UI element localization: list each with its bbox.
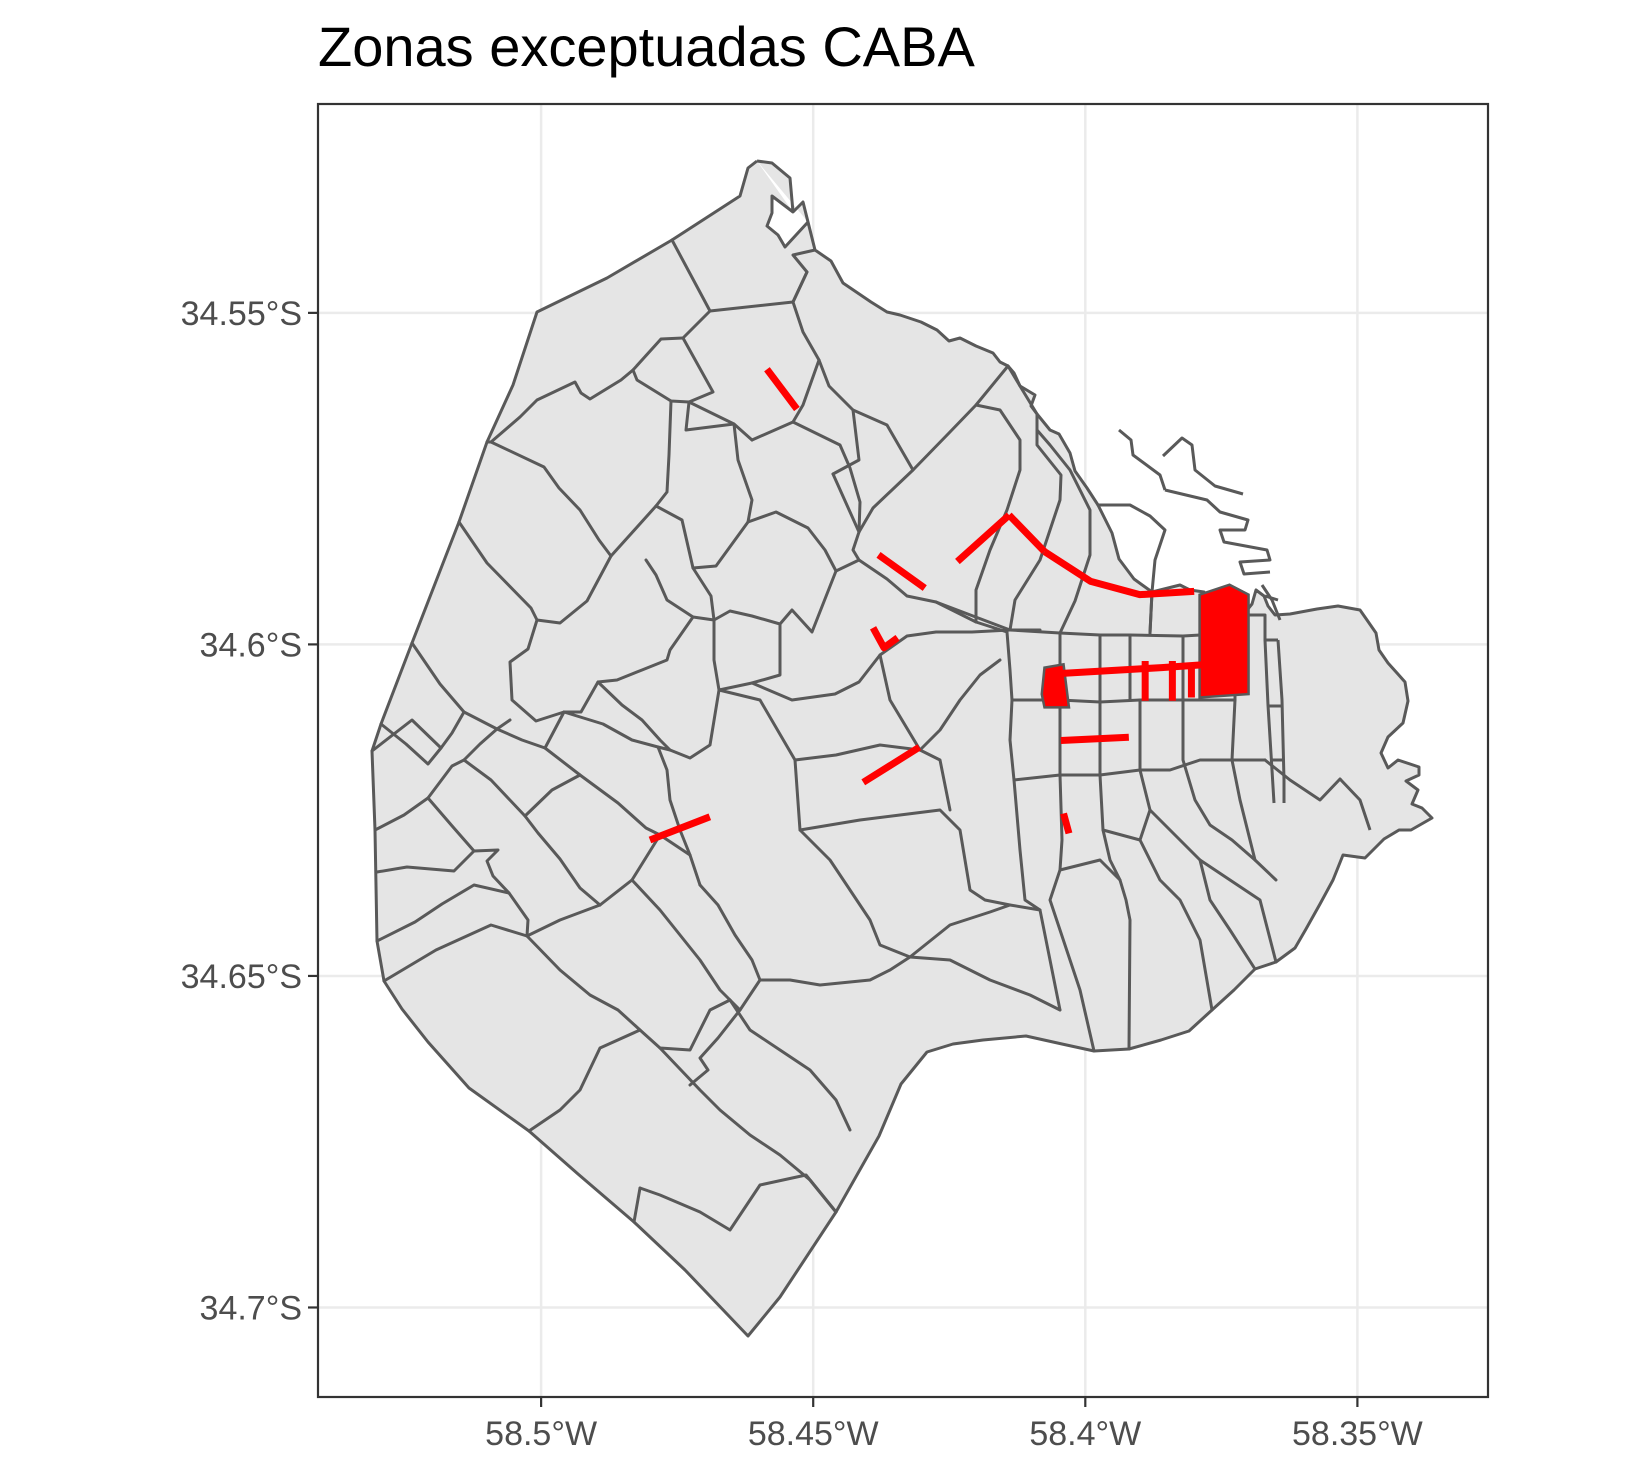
port-docks	[1118, 428, 1372, 831]
caba-neighborhoods	[370, 159, 1434, 1338]
x-tick-label: 58.35°W	[1292, 1415, 1423, 1453]
y-tick-label: 34.6°S	[200, 626, 302, 664]
y-tick-label: 34.7°S	[200, 1289, 302, 1327]
exempted-street-segment	[869, 626, 900, 652]
x-tick-label: 58.5°W	[485, 1415, 597, 1453]
x-tick-label: 58.4°W	[1029, 1415, 1141, 1453]
y-tick-label: 34.55°S	[181, 295, 302, 333]
exempted-street-segment	[1060, 733, 1130, 745]
exempted-street-segment	[955, 512, 1012, 565]
neighborhood-borders	[370, 238, 1342, 1232]
exempted-street-segment	[764, 367, 800, 412]
x-tick-label: 58.45°W	[748, 1415, 879, 1453]
exempted-street-segment	[1060, 812, 1073, 835]
exempted-street-segment	[1006, 512, 1048, 555]
exempted-street-segment	[861, 744, 922, 786]
y-tick-label: 34.65°S	[181, 958, 302, 996]
exempted-street-segment	[1042, 548, 1195, 599]
axes: 58.5°W 58.45°W 58.4°W 58.35°W 34.55°S 34.6°S 3…	[181, 295, 1423, 1453]
exempted-street-segment	[648, 813, 712, 844]
exempted-zone-area	[1198, 583, 1250, 699]
exempted-zones	[648, 367, 1250, 844]
plot-panel-border	[316, 102, 1490, 1399]
exempted-street-segment	[876, 552, 927, 591]
chart-title: Zonas exceptuadas CABA	[318, 15, 975, 78]
